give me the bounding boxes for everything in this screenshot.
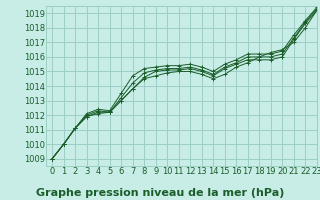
Text: Graphe pression niveau de la mer (hPa): Graphe pression niveau de la mer (hPa) — [36, 188, 284, 198]
